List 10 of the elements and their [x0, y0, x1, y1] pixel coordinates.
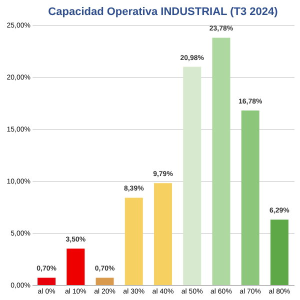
- bar: [38, 278, 56, 285]
- bar: [124, 198, 143, 285]
- chart-title: Capacidad Operativa INDUSTRIAL (T3 2024): [48, 6, 278, 18]
- bar: [96, 278, 114, 285]
- bar: [183, 66, 202, 285]
- bar: [66, 248, 85, 285]
- bar: [241, 110, 260, 285]
- bar: [154, 183, 172, 285]
- bar: [270, 220, 288, 285]
- bar: [212, 38, 230, 285]
